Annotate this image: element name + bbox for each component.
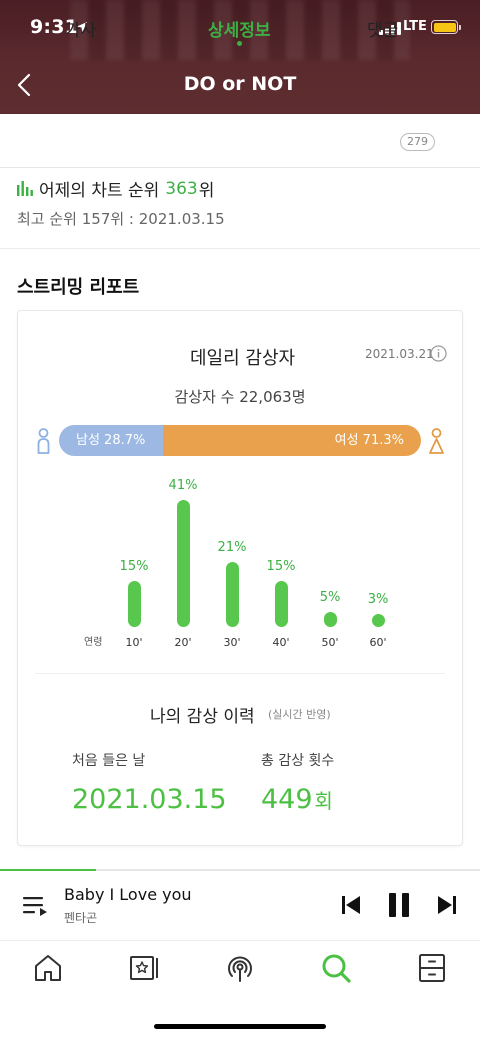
age-bar-label: 10'	[125, 636, 143, 649]
age-bar	[324, 611, 337, 627]
age-bar-percent: 3%	[367, 592, 389, 607]
age-bar-label: 60'	[369, 636, 387, 649]
female-ratio: 여성 71.3%	[162, 425, 421, 456]
info-icon[interactable]	[430, 345, 447, 362]
total-count-label: 총 감상 횟수	[261, 753, 335, 769]
comment-count-badge: 279	[400, 133, 435, 151]
total-count-number: 449	[261, 784, 313, 815]
first-listen-label: 처음 들은 날	[72, 753, 146, 769]
next-track-icon[interactable]	[436, 894, 458, 916]
playlist-icon[interactable]	[22, 893, 48, 919]
home-icon[interactable]	[32, 952, 64, 984]
age-bar	[372, 614, 385, 627]
battery-tip	[459, 25, 461, 30]
female-person-icon	[429, 428, 444, 454]
tab-details[interactable]: 상세정보	[208, 21, 271, 41]
gender-ratio-bar: 남성 28.7% 여성 71.3%	[59, 425, 421, 456]
age-bar	[128, 580, 141, 627]
age-bar-label: 30'	[223, 636, 241, 649]
now-playing-title[interactable]: Baby I Love you	[64, 885, 192, 904]
chevron-left-icon[interactable]	[14, 72, 38, 98]
age-bar-percent: 41%	[168, 477, 198, 493]
signal-icon	[379, 21, 401, 35]
age-bar-percent: 15%	[266, 558, 296, 574]
search-icon[interactable]	[320, 952, 352, 984]
chart-rank-label: 어제의 차트 순위	[39, 181, 160, 201]
age-axis-label: 연령	[84, 637, 103, 648]
library-icon[interactable]	[128, 952, 160, 984]
card-divider	[35, 673, 445, 674]
album-art-background	[70, 0, 410, 60]
first-listen-date: 2021.03.15	[72, 784, 227, 815]
network-label: LTE	[403, 19, 427, 34]
age-bar	[177, 499, 190, 627]
my-history-title: 나의 감상 이력	[150, 707, 255, 727]
home-indicator	[154, 1024, 326, 1029]
chart-rank-value: 363	[165, 178, 198, 199]
age-bar-label: 40'	[272, 636, 290, 649]
status-time: 9:31	[30, 16, 79, 38]
battery-icon	[431, 20, 458, 34]
chart-rank-suffix: 위	[198, 181, 215, 201]
report-date: 2021.03.21	[365, 347, 434, 361]
age-bar-percent: 5%	[319, 589, 341, 605]
age-bar-percent: 15%	[119, 558, 149, 574]
age-bar-label: 50'	[321, 636, 339, 649]
daily-listeners-title: 데일리 감상자	[190, 348, 296, 369]
page-title: DO or NOT	[183, 73, 297, 95]
age-bar-percent: 21%	[217, 539, 247, 555]
podcast-icon[interactable]	[224, 952, 256, 984]
pause-icon[interactable]	[387, 892, 411, 918]
listener-count: 감상자 수 22,063명	[174, 388, 306, 406]
total-count-unit: 회	[314, 789, 333, 813]
total-count-value: 449 회	[261, 784, 333, 815]
playback-progress-fill	[0, 869, 96, 871]
male-ratio: 남성 28.7%	[59, 425, 163, 456]
best-rank: 최고 순위 157위 : 2021.03.15	[17, 210, 225, 228]
bar-chart-icon	[17, 181, 33, 196]
top-header	[0, 0, 480, 114]
my-history-subtitle: (실시간 반영)	[268, 708, 331, 721]
mini-player[interactable]	[0, 871, 480, 941]
age-bar	[226, 561, 239, 627]
section-title: 스트리밍 리포트	[17, 277, 140, 298]
male-person-icon	[37, 428, 50, 454]
previous-track-icon[interactable]	[340, 894, 362, 916]
now-playing-artist[interactable]: 펜타곤	[64, 911, 98, 925]
age-bar-label: 20'	[174, 636, 192, 649]
age-bar	[275, 580, 288, 627]
storage-icon[interactable]	[416, 952, 448, 984]
section-divider	[0, 248, 480, 249]
tab-lyrics[interactable]: 가사	[65, 21, 97, 41]
playback-progress-track[interactable]	[0, 869, 480, 871]
location-arrow-icon	[77, 22, 87, 32]
tab-comments[interactable]: 댓글	[367, 21, 399, 41]
chart-rank: 어제의 차트 순위 363 위	[17, 176, 214, 201]
streaming-report-card	[17, 310, 463, 846]
tab-selected-indicator	[237, 41, 242, 46]
